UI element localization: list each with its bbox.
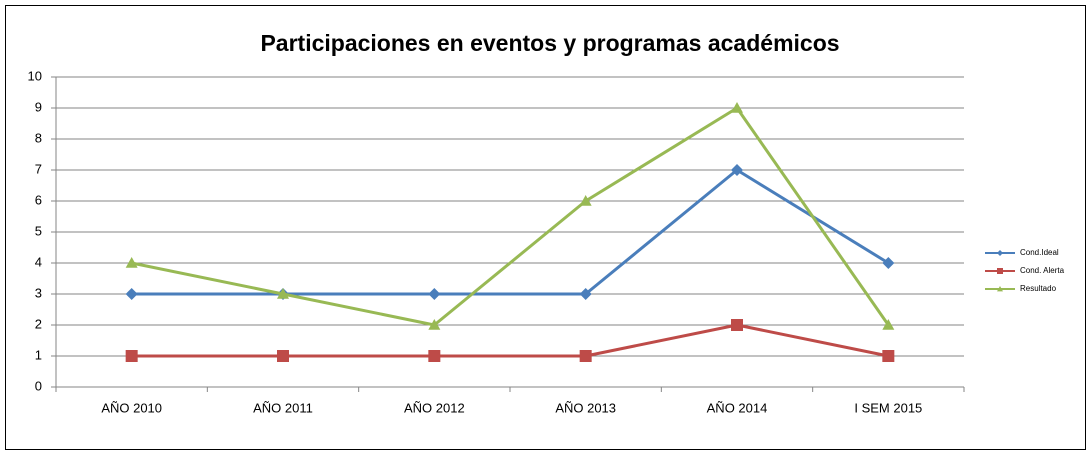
y-tick-label: 8: [35, 130, 42, 145]
marker: [125, 257, 138, 268]
marker: [579, 195, 592, 206]
chart-frame: [5, 5, 1086, 450]
marker: [731, 102, 743, 113]
marker: [579, 350, 592, 362]
series-line: [131, 323, 889, 358]
legend-marker: [997, 268, 1003, 274]
marker: [277, 350, 289, 362]
x-tick-label: AÑO 2013: [555, 400, 616, 415]
marker: [428, 319, 441, 330]
legend-label: Cond. Alerta: [1020, 266, 1065, 275]
x-tick-label: AÑO 2014: [707, 400, 768, 415]
y-tick-label: 1: [35, 347, 42, 362]
x-tick-label: I SEM 2015: [854, 400, 922, 415]
y-tick-label: 4: [35, 254, 42, 269]
marker: [882, 350, 895, 362]
legend-marker: [997, 286, 1003, 292]
marker: [125, 350, 138, 362]
y-tick-label: 3: [35, 285, 42, 300]
marker: [428, 350, 441, 362]
y-tick-label: 0: [35, 378, 42, 393]
y-tick-label: 7: [35, 161, 42, 176]
marker: [125, 288, 138, 300]
marker: [731, 164, 743, 176]
chart-title: Participaciones en eventos y programas a…: [260, 30, 839, 56]
legend-label: Resultado: [1020, 284, 1057, 293]
legend-marker: [997, 250, 1003, 256]
marker: [277, 288, 289, 299]
x-tick-label: AÑO 2010: [101, 400, 162, 415]
legend-label: Cond.Ideal: [1020, 248, 1059, 257]
series-line: [131, 106, 890, 327]
x-tick-label: AÑO 2012: [404, 400, 465, 415]
x-tick-label: AÑO 2011: [253, 400, 313, 415]
y-tick-label: 6: [35, 192, 42, 207]
marker: [579, 288, 592, 300]
y-tick-label: 5: [35, 223, 42, 238]
marker: [882, 319, 895, 330]
y-tick-label: 2: [35, 316, 42, 331]
y-tick-label: 9: [35, 99, 42, 114]
marker: [428, 288, 441, 300]
marker: [731, 319, 743, 331]
y-tick-label: 10: [28, 68, 42, 83]
marker: [882, 257, 895, 269]
series-line: [131, 168, 890, 296]
